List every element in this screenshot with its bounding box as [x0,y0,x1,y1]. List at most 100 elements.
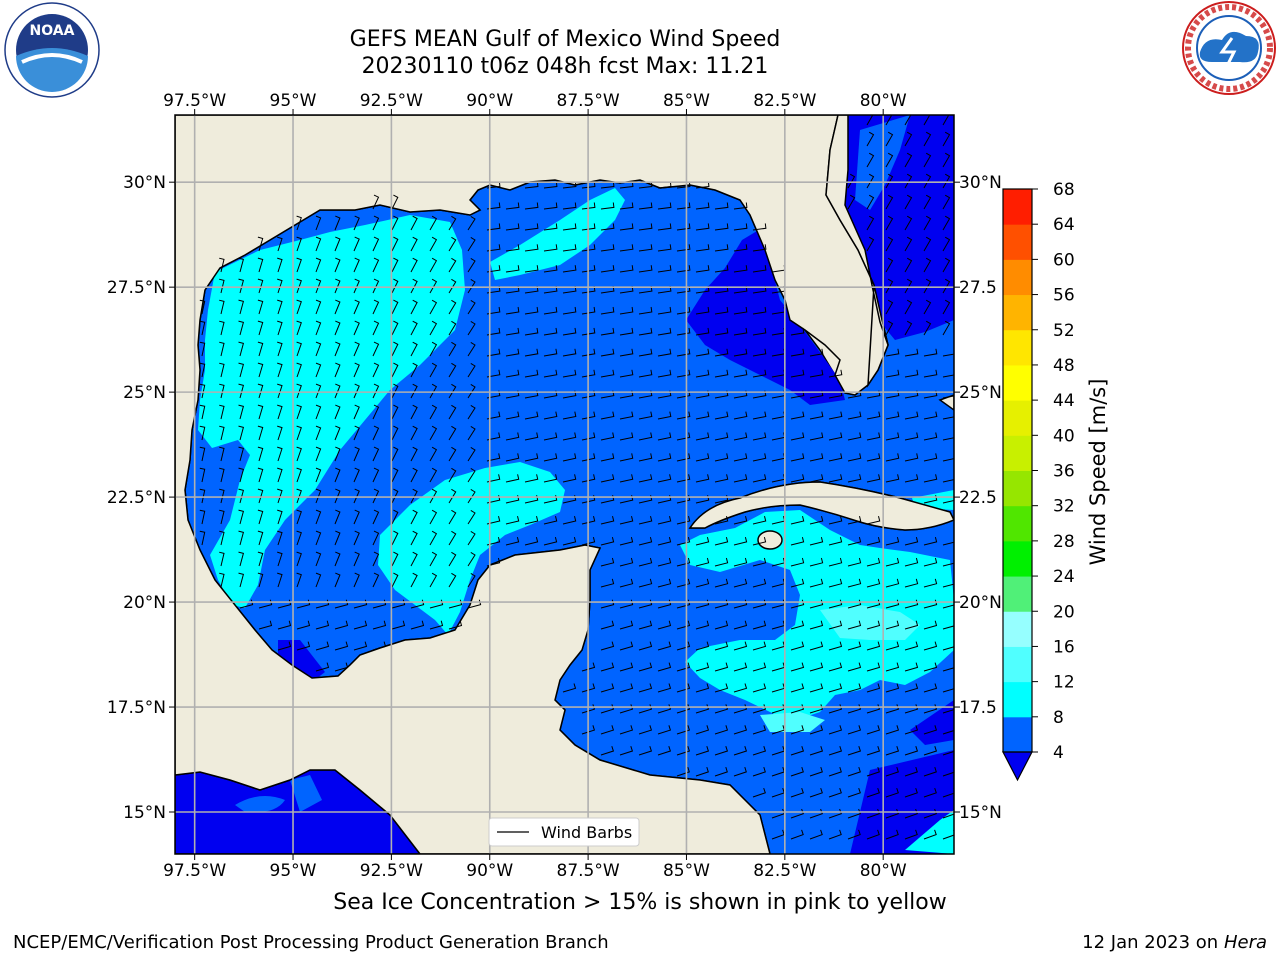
wind-barb [809,683,824,693]
wind-barb [828,787,842,798]
wind-barb [885,662,900,672]
wind-barb [790,704,805,714]
colorbar-segment [1003,189,1032,225]
wind-barb [524,306,539,315]
wind-barb [752,746,767,756]
wind-barb [695,202,710,210]
wind-barb [942,320,951,336]
wind-barb [277,236,283,252]
wind-barb [695,327,710,336]
wind-barb [391,362,399,378]
colorbar-tick-label: 60 [1053,250,1075,270]
wind-barb [257,299,264,315]
wind-barb [657,202,672,210]
wind-barb [600,202,615,210]
wind-barb [238,278,245,294]
wind-barb [410,341,418,357]
wind-barb [733,327,748,336]
wind-barb [219,404,225,420]
wind-barb [714,369,729,378]
wind-barb [410,278,418,294]
wind-barb [904,787,918,798]
wind-barb [923,131,932,147]
wind-barb [467,341,476,357]
wind-barb [695,557,710,567]
wind-barb [638,348,653,357]
wind-barb [277,278,283,294]
wind-barb [296,572,302,588]
wind-barb [199,299,206,315]
colorbar-tick-label: 12 [1053,673,1075,693]
wind-barb [714,766,728,777]
wind-barb [600,411,615,420]
wind-barb [866,152,875,168]
wind-barb [467,425,476,441]
wind-barb [695,432,710,441]
wind-barb [885,704,900,714]
wind-barb [866,173,875,189]
wind-barb [619,536,634,546]
wind-barb [923,320,932,336]
wind-barb [847,474,862,483]
wind-barb [257,488,264,504]
wind-barb [714,578,729,588]
wind-barb [790,746,805,756]
wind-barb [391,236,399,252]
wind-barb [866,115,874,126]
wind-barb [410,236,418,252]
wind-barb [942,558,954,567]
wind-barb [581,432,596,441]
wind-barb [809,766,823,777]
wind-barb [277,509,283,525]
wind-barb [885,829,899,840]
wind-barb [315,509,322,525]
wind-fills [198,115,954,854]
wind-barb [296,530,302,546]
lon-label-bottom: 82.5°W [753,861,816,881]
wind-barb [847,557,862,567]
wind-barb [942,499,954,504]
wind-barb [257,278,264,294]
wind-barb [334,446,341,462]
wind-barb [733,683,748,693]
wind-barb [638,557,653,567]
wind-barb [467,509,476,525]
lat-label-right: 15°N [959,803,1002,823]
wind-barb [524,202,539,210]
wind-barb [923,578,938,588]
wind-barb [372,383,380,399]
wind-barb [543,369,558,378]
wind-barb [467,362,476,378]
wind-barb [562,223,577,231]
wind-barb [543,327,558,336]
wind-barb [581,348,596,357]
colorbar-tick-label: 52 [1053,321,1075,341]
wind-barb [315,641,330,651]
wind-barb [524,327,539,336]
wind-barb [353,425,360,441]
wind-barb [277,299,283,315]
wind-barb [942,662,954,672]
wind-barb [619,453,634,462]
wind-barb [334,341,341,357]
wind-barb [296,362,302,378]
map-axes: 97.5°W 97.5°W 95°W 95°W 92.5°W 92.5°W 90°W 90°W… [107,91,1002,881]
wind-barb [562,411,577,420]
wind-barb [942,236,951,252]
wind-barb [429,446,438,462]
wind-barb [809,474,824,483]
wind-barb [676,766,690,777]
wind-barb [847,725,862,735]
wind-barb [733,265,748,273]
wind-barb [524,453,539,462]
wind-barb [448,341,457,357]
wind-barb [828,704,843,714]
wind-barb [695,620,710,630]
wind-barb [277,257,283,273]
wind-barb [942,299,951,315]
wind-barb [372,215,380,231]
wind-barb [448,446,457,462]
lon-label-top: 87.5°W [557,91,620,111]
wind-barb [942,152,951,168]
